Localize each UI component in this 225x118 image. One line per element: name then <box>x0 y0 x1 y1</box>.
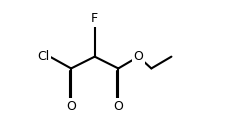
Text: O: O <box>133 50 143 63</box>
Text: Cl: Cl <box>37 50 50 63</box>
Text: O: O <box>113 100 123 113</box>
Text: F: F <box>91 12 98 25</box>
Text: O: O <box>66 100 76 113</box>
